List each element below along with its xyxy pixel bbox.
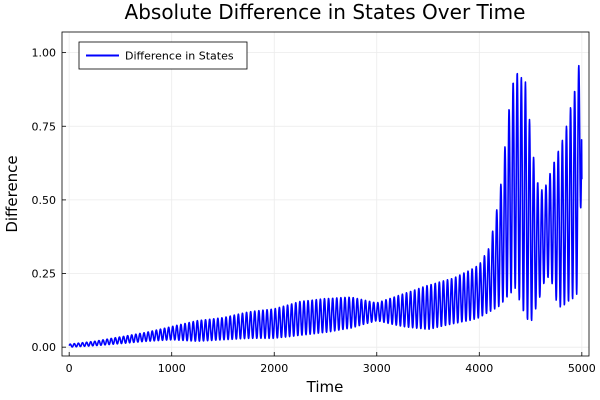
x-tick-label: 4000 (465, 362, 493, 375)
x-tick-label: 3000 (363, 362, 391, 375)
x-axis-label: Time (306, 378, 344, 396)
y-tick-label: 0.25 (32, 268, 57, 281)
chart-title: Absolute Difference in States Over Time (125, 0, 526, 24)
series-line (68, 64, 583, 348)
y-tick-label: 1.00 (32, 47, 57, 60)
x-tick-label: 5000 (568, 362, 596, 375)
x-tick-label: 1000 (158, 362, 186, 375)
y-tick-label: 0.75 (32, 120, 57, 133)
y-tick-label: 0.00 (32, 341, 57, 354)
legend: Difference in States (78, 41, 248, 70)
ticks: 0 1000 2000 3000 4000 5000 0.00 0.25 0.50 0.75 1.0… (32, 47, 596, 375)
x-tick-label: 0 (66, 362, 73, 375)
y-axis-label: Difference (3, 155, 21, 232)
plot-frame (61, 31, 590, 357)
series-layer (68, 64, 583, 348)
y-tick-label: 0.50 (32, 194, 57, 207)
legend-label: Difference in States (125, 50, 234, 63)
x-tick-label: 2000 (260, 362, 288, 375)
